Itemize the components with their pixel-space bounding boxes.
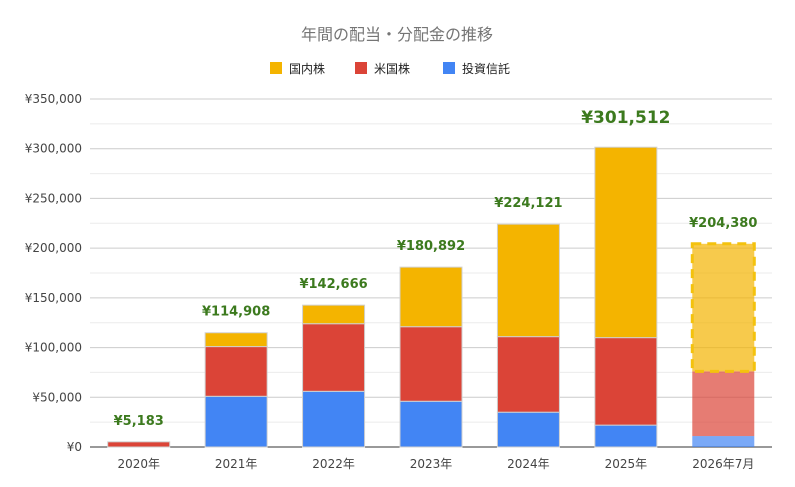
y-tick-label: ¥50,000	[32, 390, 82, 404]
legend-swatch	[270, 62, 282, 74]
projected-outline	[690, 242, 756, 373]
bar-segment	[204, 332, 268, 348]
y-axis: ¥0 ¥50,000 ¥100,000 ¥150,000 ¥200,000 ¥250,00…	[25, 92, 82, 454]
bar-segment	[204, 395, 268, 448]
bar-segment	[302, 390, 366, 448]
total-label: ¥114,908	[202, 305, 270, 320]
bar-segment	[594, 337, 658, 426]
total-label: ¥142,666	[299, 277, 367, 292]
legend-label: 米国株	[374, 61, 410, 76]
legend-swatch	[443, 62, 455, 74]
bars	[107, 146, 756, 448]
bar-segment	[594, 424, 658, 448]
x-tick-label: 2024年	[507, 457, 550, 471]
total-label: ¥301,512	[581, 108, 670, 128]
y-tick-label: ¥200,000	[25, 241, 82, 255]
bar-segment	[496, 223, 560, 338]
bar-segment	[399, 400, 463, 448]
x-tick-label: 2026年7月	[692, 457, 754, 471]
total-label: ¥180,892	[397, 239, 465, 254]
bar-segment	[692, 371, 755, 437]
y-tick-label: ¥300,000	[25, 142, 82, 156]
bar-segment	[107, 441, 171, 448]
bar-segment	[496, 411, 560, 448]
legend-label: 投資信託	[462, 61, 510, 76]
bar-segment	[399, 266, 463, 328]
x-tick-label: 2022年	[312, 457, 355, 471]
y-tick-label: ¥100,000	[25, 341, 82, 355]
total-label: ¥5,183	[114, 414, 164, 429]
x-tick-label: 2025年	[605, 457, 648, 471]
bar-segment	[302, 323, 366, 392]
x-tick-label: 2023年	[410, 457, 453, 471]
y-tick-label: ¥150,000	[25, 291, 82, 305]
legend: 国内株 米国株 投資信託	[270, 61, 510, 76]
y-tick-label: ¥350,000	[25, 92, 82, 106]
y-tick-label: ¥0	[67, 440, 82, 454]
legend-swatch	[355, 62, 367, 74]
bar-segment	[399, 326, 463, 402]
bar-segment	[692, 436, 755, 447]
bar-segment	[496, 336, 560, 413]
bar-segment	[692, 243, 755, 372]
x-axis: 2020年 2021年 2022年 2023年 2024年 2025年 2026年7月	[117, 457, 754, 471]
total-label: ¥204,380	[689, 216, 757, 231]
bar-segment	[594, 146, 658, 339]
bar-segment	[204, 346, 268, 397]
total-label: ¥224,121	[494, 196, 562, 211]
x-tick-label: 2020年	[117, 457, 160, 471]
total-labels: ¥5,183 ¥114,908 ¥142,666 ¥180,892 ¥224,121 ¥3…	[114, 108, 758, 429]
x-tick-label: 2021年	[215, 457, 258, 471]
legend-label: 国内株	[289, 61, 325, 76]
y-tick-label: ¥250,000	[25, 191, 82, 205]
bar-segment	[302, 304, 366, 325]
chart-title: 年間の配当・分配金の推移	[301, 25, 493, 44]
